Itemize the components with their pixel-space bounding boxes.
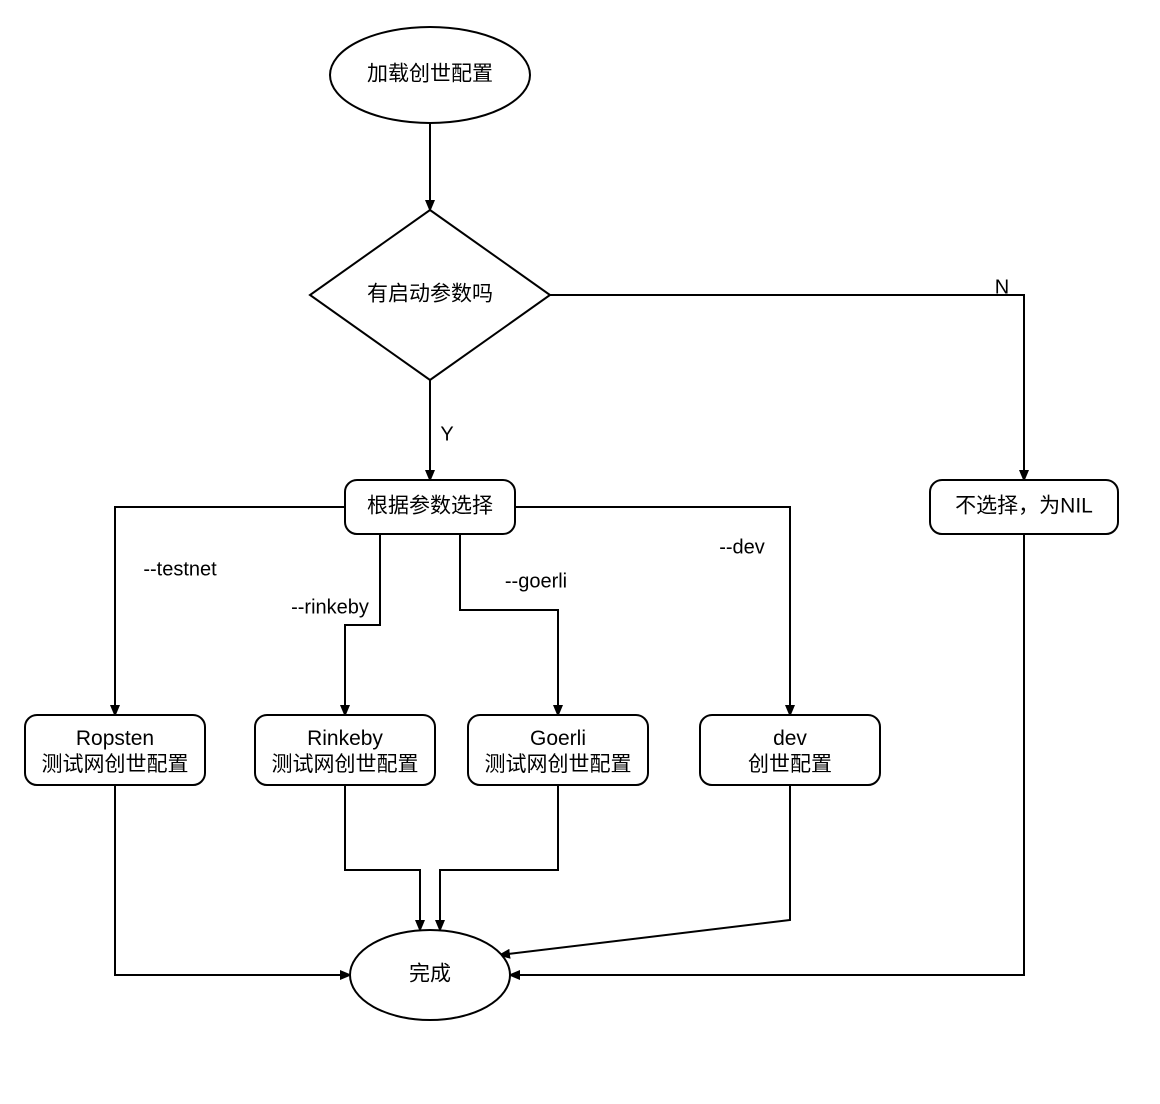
node-decision: 有启动参数吗 bbox=[310, 210, 550, 380]
edge-label-e2: Y bbox=[440, 423, 453, 445]
flowchart-canvas: 加载创世配置有启动参数吗根据参数选择 不选择，为NIL Ropsten 测试网创世配置… bbox=[0, 0, 1160, 1104]
node-label2-dev: 创世配置 bbox=[748, 753, 832, 776]
edge-e10_goerli_end bbox=[440, 785, 558, 930]
node-label1-rinkeby: Rinkeby bbox=[307, 727, 383, 750]
edge-e8_ropsten_end bbox=[115, 785, 350, 975]
node-label-end: 完成 bbox=[409, 963, 451, 986]
node-label1-ropsten: Ropsten bbox=[76, 727, 154, 750]
edge-e9_rinkeby_end bbox=[345, 785, 420, 930]
node-label1-goerli: Goerli bbox=[530, 727, 586, 750]
node-start: 加载创世配置 bbox=[330, 27, 530, 123]
node-label2-rinkeby: 测试网创世配置 bbox=[272, 753, 419, 776]
node-rinkeby: Rinkeby 测试网创世配置 bbox=[255, 715, 435, 785]
node-label-start: 加载创世配置 bbox=[367, 63, 493, 86]
node-ropsten: Ropsten 测试网创世配置 bbox=[25, 715, 205, 785]
node-select: 根据参数选择 bbox=[345, 480, 515, 534]
node-label-nil: 不选择，为NIL bbox=[955, 495, 1093, 518]
node-dev: dev 创世配置 bbox=[700, 715, 880, 785]
edge-label-e4_testnet: --testnet bbox=[143, 558, 217, 580]
node-label1-dev: dev bbox=[773, 727, 807, 750]
node-label2-ropsten: 测试网创世配置 bbox=[42, 753, 189, 776]
node-end: 完成 bbox=[350, 930, 510, 1020]
edge-label-e6_goerli: --goerli bbox=[505, 570, 567, 592]
edge-label-e5_rinkeby: --rinkeby bbox=[291, 596, 369, 618]
node-goerli: Goerli 测试网创世配置 bbox=[468, 715, 648, 785]
node-nil: 不选择，为NIL bbox=[930, 480, 1118, 534]
edge-e6_goerli bbox=[460, 534, 558, 715]
edge-e3 bbox=[550, 295, 1024, 480]
node-label2-goerli: 测试网创世配置 bbox=[485, 753, 632, 776]
node-label-decision: 有启动参数吗 bbox=[367, 283, 493, 306]
edge-e5_rinkeby bbox=[345, 534, 380, 715]
node-label-select: 根据参数选择 bbox=[367, 495, 493, 518]
edge-label-e7_dev: --dev bbox=[719, 536, 765, 558]
edge-label-e3: N bbox=[995, 276, 1009, 298]
